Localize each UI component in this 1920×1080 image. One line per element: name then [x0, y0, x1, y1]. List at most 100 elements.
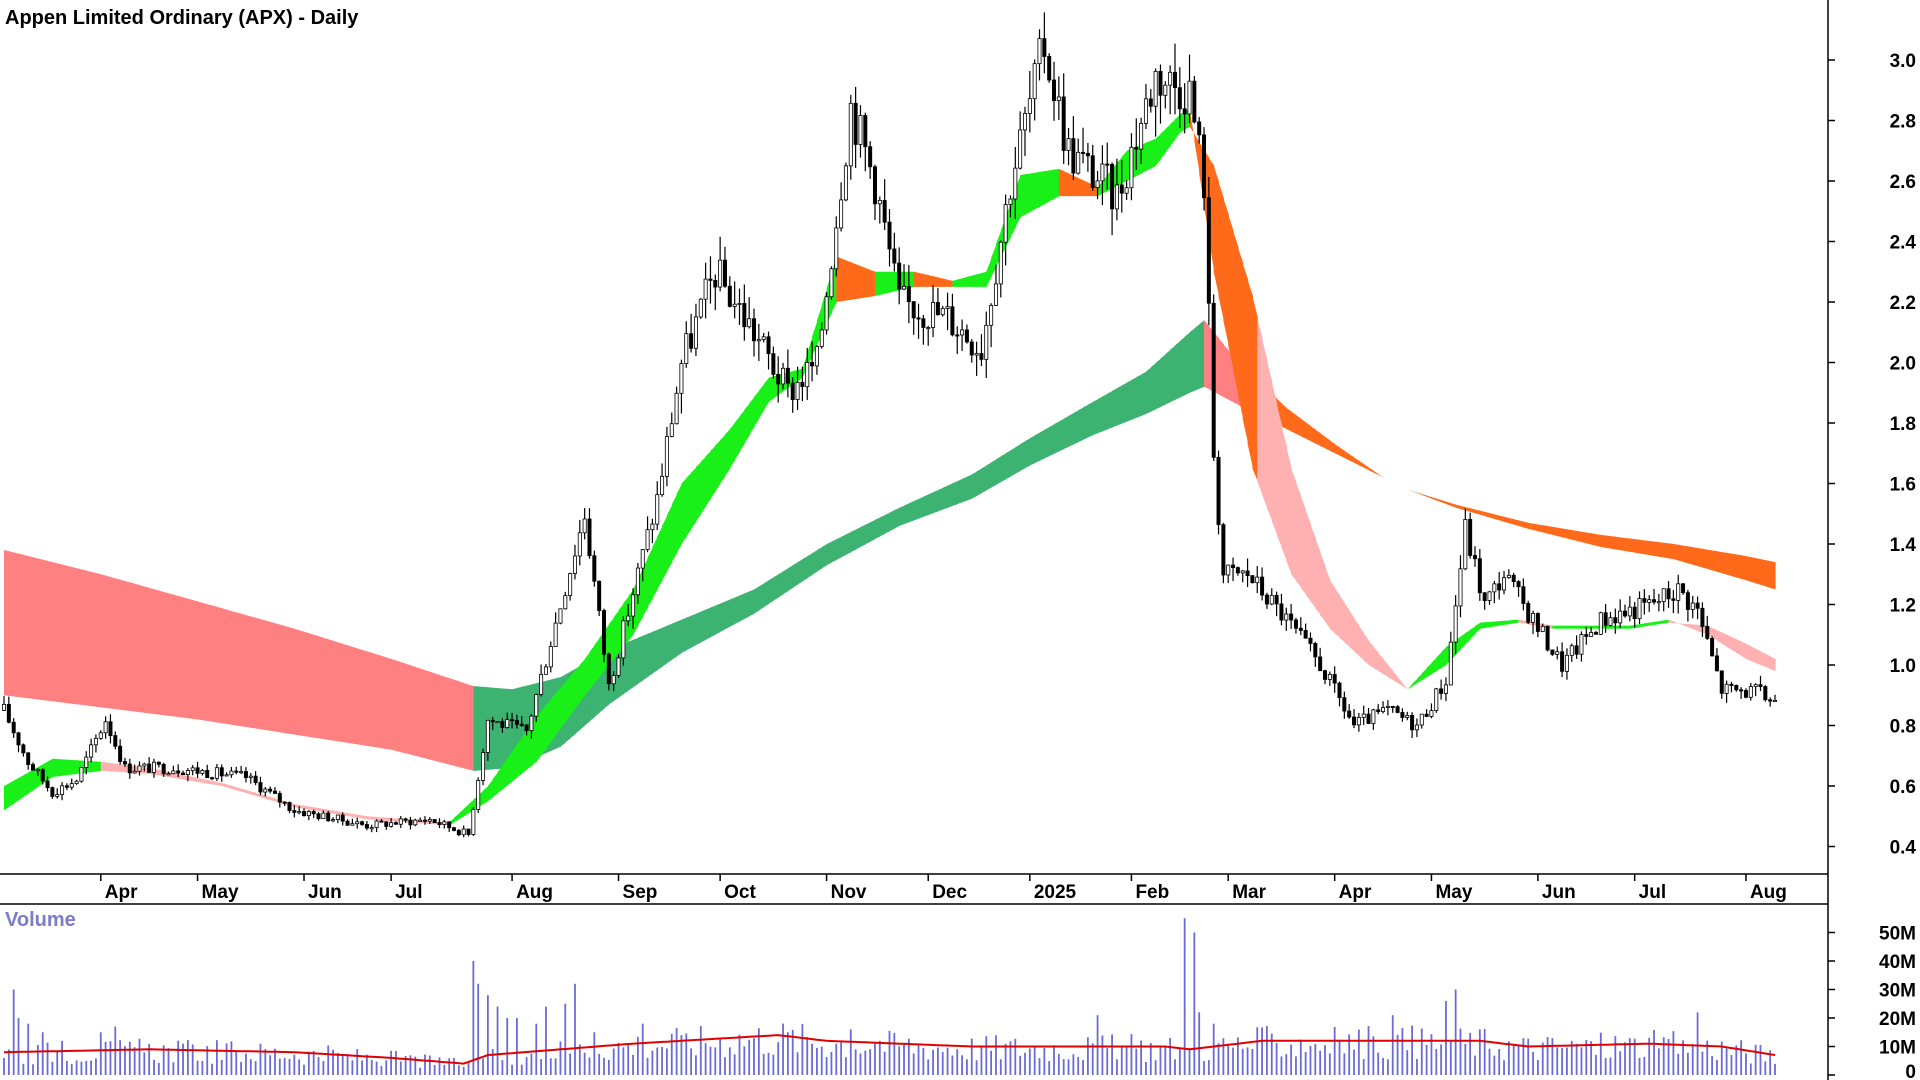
price-bar-body	[1468, 519, 1473, 556]
slow-ribbon-segment	[342, 643, 349, 743]
price-bar-body	[1047, 56, 1052, 81]
fast-ribbon-segment	[57, 759, 63, 777]
price-bar-body	[606, 653, 611, 685]
fast-ribbon-segment	[662, 515, 668, 581]
slow-ribbon-segment	[1557, 527, 1563, 538]
price-bar-body	[529, 715, 534, 732]
x-tick-label: Jun	[308, 882, 342, 903]
slow-ribbon-segment	[245, 615, 252, 728]
slow-ribbon-segment	[1668, 543, 1674, 560]
fast-ribbon-segment	[1615, 625, 1621, 629]
price-bar-body	[326, 812, 331, 822]
price-bar-body	[1284, 613, 1289, 621]
fast-ribbon-segment	[1121, 150, 1128, 184]
fast-ribbon-segment	[1266, 360, 1273, 522]
price-bar-body	[6, 703, 11, 723]
price-bar-body	[147, 763, 152, 773]
fast-ribbon-segment	[749, 396, 755, 436]
fast-ribbon-segment	[1499, 620, 1505, 626]
slow-ribbon-segment	[366, 651, 373, 747]
price-bar-body	[26, 752, 31, 765]
slow-ribbon-segment	[1358, 460, 1365, 468]
price-bar-body	[1226, 564, 1231, 576]
fast-ribbon-segment	[1024, 173, 1031, 215]
fast-ribbon-segment	[574, 664, 581, 709]
slow-ribbon-segment	[1102, 393, 1108, 432]
price-bar-body	[268, 788, 273, 792]
slow-ribbon-segment	[318, 636, 324, 740]
price-bar-body	[839, 199, 844, 229]
slow-ribbon-segment	[724, 599, 731, 630]
fast-ribbon-segment	[1745, 643, 1752, 661]
price-bar-body	[127, 763, 132, 774]
slow-ribbon-segment	[1416, 492, 1423, 495]
fast-ribbon-segment	[1387, 665, 1394, 681]
fast-ribbon-segment	[313, 807, 320, 812]
price-bar-body	[1332, 673, 1337, 684]
slow-ribbon-segment	[1368, 467, 1374, 473]
price-bar-body	[60, 785, 65, 795]
price-bar-body	[1729, 683, 1734, 686]
slow-ribbon-segment	[1474, 509, 1481, 515]
price-bar-body	[674, 392, 679, 425]
fast-ribbon-segment	[4, 783, 10, 811]
fast-ribbon-segment	[904, 271, 910, 290]
price-bar-body	[1535, 613, 1540, 632]
fast-ribbon-segment	[986, 257, 992, 287]
slow-ribbon-segment	[207, 604, 213, 722]
slow-ribbon-segment	[933, 489, 939, 514]
price-bar-body	[418, 819, 423, 822]
price-bar-body	[1487, 591, 1492, 601]
fast-ribbon-segment	[1029, 172, 1036, 213]
fast-ribbon-segment	[1058, 168, 1065, 197]
slow-ribbon-segment	[1174, 340, 1181, 400]
slow-ribbon-segment	[662, 625, 668, 667]
price-bar-body	[872, 166, 877, 205]
fast-ribbon-segment	[66, 759, 73, 776]
slow-ribbon-segment	[1324, 436, 1331, 451]
fast-ribbon-segment	[802, 352, 808, 378]
price-bar-body	[771, 353, 776, 375]
price-bar-body	[940, 308, 945, 316]
price-bar-body	[834, 227, 839, 270]
price-bar-body	[1690, 602, 1695, 610]
price-bar-body	[1521, 586, 1526, 604]
fast-ribbon-segment	[913, 271, 920, 287]
price-bar-body	[519, 723, 524, 726]
fast-ribbon-segment	[1315, 538, 1321, 616]
slow-ribbon-segment	[294, 628, 300, 736]
price-bar-body	[1114, 184, 1119, 210]
slow-ribbon-segment	[763, 580, 770, 608]
fast-ribbon-segment	[1368, 640, 1374, 669]
slow-ribbon-segment	[473, 686, 479, 771]
slow-ribbon-segment	[1083, 404, 1089, 440]
slow-ribbon-segment	[923, 494, 929, 517]
fast-ribbon-segment	[1020, 174, 1026, 218]
slow-ribbon-segment	[463, 682, 470, 770]
fast-ribbon-segment	[1644, 622, 1650, 627]
fast-ribbon-segment	[705, 450, 712, 507]
slow-ribbon-segment	[642, 633, 649, 681]
price-bar-body	[389, 822, 394, 827]
price-panel	[2, 12, 1778, 838]
price-bar-body	[1206, 197, 1211, 304]
slow-ribbon-segment	[739, 593, 745, 622]
price-bar-body	[742, 303, 747, 328]
price-bar-body	[1506, 574, 1511, 579]
fast-ribbon-segment	[226, 784, 233, 789]
price-bar-body	[1260, 576, 1265, 596]
fast-ribbon-segment	[1639, 623, 1645, 628]
slow-ribbon-segment	[1518, 520, 1524, 528]
fast-ribbon-segment	[391, 818, 397, 822]
price-bar-body	[171, 770, 176, 775]
slow-ribbon-segment	[1344, 450, 1350, 461]
slow-ribbon-segment	[981, 465, 987, 494]
slow-ribbon-segment	[1295, 415, 1302, 437]
slow-ribbon-segment	[995, 456, 1002, 485]
price-bar-body	[55, 794, 60, 797]
price-bar-body	[1526, 603, 1531, 623]
price-bar-body	[1274, 594, 1279, 605]
fast-ribbon-segment	[908, 271, 915, 289]
price-bar-body	[1235, 567, 1240, 574]
price-bar-body	[1550, 649, 1555, 655]
